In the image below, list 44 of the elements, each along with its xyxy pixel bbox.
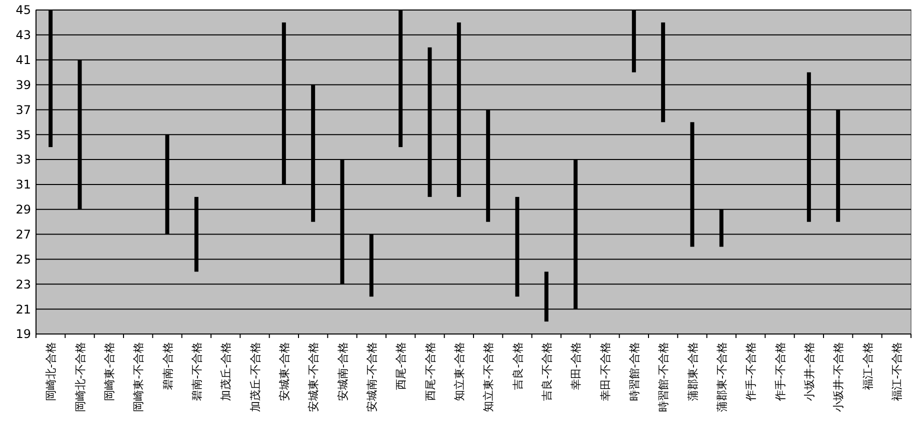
x-tick-label: 西尾-不合格 <box>424 342 437 401</box>
y-tick-label: 25 <box>16 252 31 266</box>
x-tick-label: 碧南-合格 <box>161 342 174 390</box>
y-tick-label: 31 <box>16 178 31 192</box>
x-tick-label: 福江-合格 <box>861 342 874 390</box>
y-tick-label: 21 <box>16 302 31 316</box>
y-tick-label: 41 <box>16 53 31 68</box>
x-tick-label: 吉良-不合格 <box>540 342 554 401</box>
x-tick-label: 幸田-不合格 <box>598 342 612 401</box>
x-tick-label: 作手-不合格 <box>774 342 787 402</box>
x-tick-label: 作手-不合格 <box>744 342 758 402</box>
x-tick-label: 加茂丘-不合格 <box>248 342 262 412</box>
x-tick-label: 安城南-不合格 <box>365 342 378 412</box>
x-tick-label: 岡崎北-合格 <box>44 342 58 401</box>
y-tick-label: 37 <box>16 102 31 117</box>
x-tick-label: 蒲郡東-不合格 <box>715 342 728 412</box>
x-tick-label: 幸田-合格 <box>570 342 583 390</box>
x-tick-label: 西尾-合格 <box>394 342 408 390</box>
x-tick-label: 時習館-不合格 <box>657 342 670 412</box>
x-tick-label: 小坂井-合格 <box>802 342 816 401</box>
x-tick-label: 福江-不合格 <box>890 342 904 401</box>
x-tick-label: 安城東-不合格 <box>307 342 320 412</box>
y-tick-label: 29 <box>16 202 31 217</box>
x-tick-label: 蒲郡東-合格 <box>686 342 700 401</box>
x-tick-label: 岡崎東-合格 <box>102 342 116 401</box>
y-tick-label: 23 <box>16 277 31 292</box>
y-tick-label: 27 <box>16 228 31 242</box>
y-tick-label: 35 <box>16 128 31 142</box>
y-tick-label: 39 <box>16 78 31 92</box>
x-tick-label: 加茂丘-合格 <box>220 342 233 401</box>
x-tick-label: 知立東-合格 <box>452 342 466 401</box>
x-tick-label: 安城東-合格 <box>278 342 291 401</box>
x-tick-label: 岡崎東-不合格 <box>132 342 146 412</box>
y-tick-label: 33 <box>16 152 31 167</box>
x-tick-label: 安城南-合格 <box>336 342 350 401</box>
y-tick-label: 45 <box>16 3 31 18</box>
x-tick-label: 時習館-合格 <box>628 342 641 401</box>
x-tick-label: 岡崎北-不合格 <box>74 342 87 412</box>
x-tick-label: 吉良-合格 <box>511 342 524 390</box>
x-tick-label: 知立東-不合格 <box>482 342 496 412</box>
y-tick-label: 19 <box>16 327 31 342</box>
x-tick-label: 碧南-不合格 <box>190 342 204 401</box>
x-tick-label: 小坂井-不合格 <box>832 342 846 412</box>
y-tick-label: 43 <box>16 28 31 42</box>
